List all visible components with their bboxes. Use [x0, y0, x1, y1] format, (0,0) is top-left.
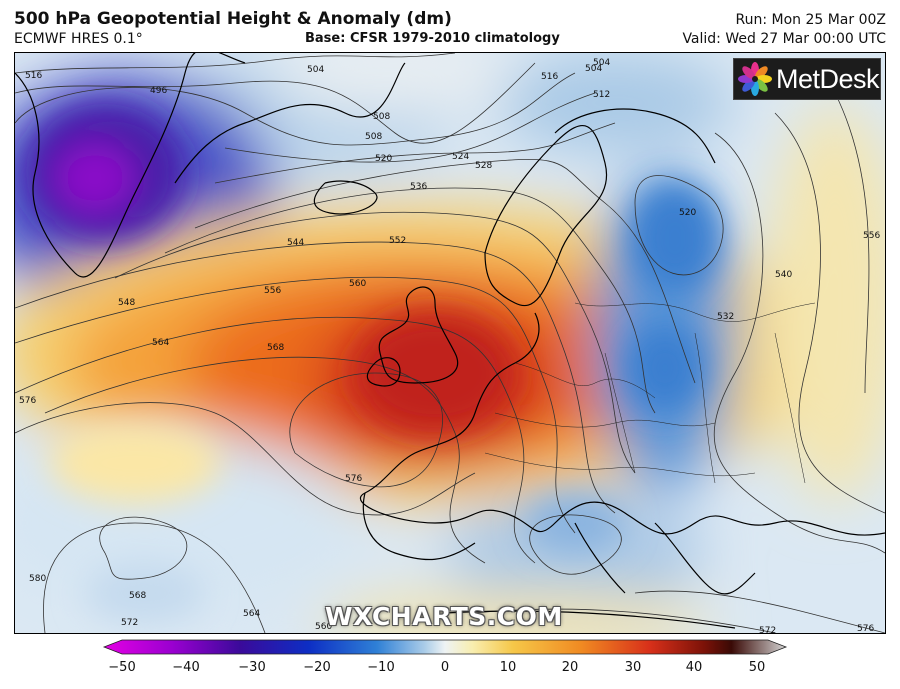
contour-label: 544 [287, 238, 304, 248]
contour-label: 496 [150, 86, 167, 96]
contour-label: 560 [349, 279, 366, 289]
anomaly-cores [25, 103, 720, 623]
colorbar-tick: −30 [238, 660, 266, 675]
contour-label: 548 [118, 298, 135, 308]
contour-label: 576 [857, 624, 874, 633]
contour-label: 516 [25, 71, 42, 81]
contour-label: 520 [375, 154, 392, 164]
contour-label: 508 [373, 112, 390, 122]
colorbar-tick: −20 [303, 660, 331, 675]
british-isles-coast [378, 286, 459, 384]
contour-label: 556 [863, 231, 880, 241]
contour-label: 504 [585, 64, 602, 74]
contour-label: 520 [679, 208, 696, 218]
contour-label: 504 [593, 58, 610, 68]
contour-label: 552 [389, 236, 406, 246]
contour-label: 568 [129, 591, 146, 601]
run-time-label: Run: Mon 25 Mar 00Z [735, 12, 886, 28]
colorbar-tick: 20 [561, 660, 579, 675]
contour-label: 536 [410, 182, 427, 192]
country-borders [484, 302, 816, 484]
colorbar-tick: 10 [499, 660, 517, 675]
contour-label: 580 [29, 574, 46, 584]
contour-label: 564 [152, 338, 169, 348]
contour-label: 568 [267, 343, 284, 353]
contour-label: 528 [475, 161, 492, 171]
contour-label: 572 [759, 626, 776, 633]
chart-header: 500 hPa Geopotential Height & Anomaly (d… [0, 0, 900, 52]
iceland-coast [313, 180, 378, 215]
watermark: WXCHARTS.COM [325, 602, 563, 631]
colorbar-tick: 30 [624, 660, 642, 675]
contour-label: 576 [345, 474, 362, 484]
valid-time-label: Valid: Wed 27 Mar 00:00 UTC [682, 31, 886, 47]
coastlines [15, 53, 885, 629]
italy-coast [574, 522, 626, 594]
iberia-coast [362, 492, 476, 561]
colorbar-tick: 40 [685, 660, 703, 675]
climatology-base-label: Base: CFSR 1979-2010 climatology [305, 31, 560, 46]
contour-label: 560 [315, 622, 332, 632]
model-label: ECMWF HRES 0.1° [14, 31, 143, 47]
contour-label: 556 [264, 286, 281, 296]
colorbar-svg [102, 639, 788, 655]
weather-map: 516 504 496 504 508 520 524 528 516 504 … [14, 52, 886, 634]
contour-label: 516 [541, 72, 558, 82]
colorbar-tick: −10 [367, 660, 395, 675]
contour-label: 576 [19, 396, 36, 406]
contour-labels: 516 504 496 504 508 520 524 528 516 504 … [19, 58, 880, 633]
metdesk-flower-icon [738, 62, 772, 96]
contour-label: 512 [593, 90, 610, 100]
contour-label: 540 [775, 270, 792, 280]
colorbar-tick: −50 [108, 660, 136, 675]
map-svg: 516 504 496 504 508 520 524 528 516 504 … [15, 53, 885, 633]
colorbar-tick: 50 [748, 660, 766, 675]
contour-label: 508 [365, 132, 382, 142]
greenland-coast [15, 53, 246, 278]
contour-label: 504 [307, 65, 324, 75]
contour-label: 572 [121, 618, 138, 628]
metdesk-logo: MetDesk [733, 58, 881, 100]
colorbar-tick: −40 [172, 660, 200, 675]
colorbar-tick: 0 [440, 660, 450, 675]
contour-label: 524 [452, 152, 469, 162]
chart-title: 500 hPa Geopotential Height & Anomaly (d… [14, 9, 452, 29]
continental-coast [359, 312, 885, 536]
ireland-coast [366, 357, 401, 387]
logo-text: MetDesk [776, 63, 880, 94]
anomaly-colorbar [0, 636, 900, 689]
scandinavia-coast [484, 124, 608, 307]
contour-label: 564 [243, 609, 260, 619]
contour-label: 532 [717, 312, 734, 322]
height-contours [15, 53, 885, 633]
